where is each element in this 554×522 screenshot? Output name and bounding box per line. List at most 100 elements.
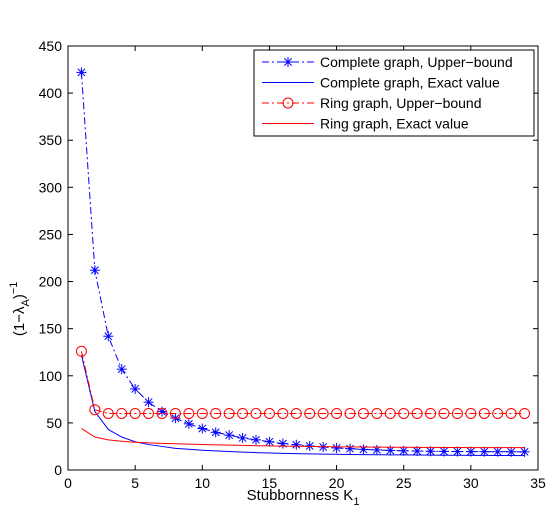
series-2-point: [411, 407, 423, 419]
asterisk-stroke: [386, 446, 395, 455]
series-2-point: [465, 407, 477, 419]
axes-layer: 0 5 10 15 20 25 30 3505010015020025030035040045…: [39, 38, 546, 491]
series-0-point: [224, 430, 235, 441]
x-axis-label-subscript: 1: [353, 496, 359, 508]
x-tick-label: 5: [131, 475, 139, 491]
series-2-point: [290, 407, 302, 419]
asterisk-stroke: [413, 447, 422, 456]
asterisk-stroke: [507, 447, 516, 456]
y-axis-label-close: ): [11, 294, 28, 299]
asterisk-stroke: [225, 431, 234, 440]
legend-entry-1: Complete graph, Exact value: [320, 75, 500, 91]
series-2-point: [156, 407, 168, 419]
legend-marker-2: [282, 97, 294, 109]
asterisk-stroke: [466, 447, 475, 456]
y-axis-label-main: (1−λ: [11, 306, 28, 336]
asterisk-stroke: [198, 424, 207, 433]
asterisk-stroke: [184, 419, 193, 428]
plot-frame: [67, 45, 539, 471]
series-0-point: [506, 446, 517, 457]
asterisk-stroke: [426, 447, 435, 456]
series-2-point: [492, 407, 504, 419]
series-2-point: [398, 407, 410, 419]
series-2-point: [75, 345, 87, 357]
series-2-point: [237, 407, 249, 419]
series-line-0: [80, 72, 525, 453]
x-tick-label: 35: [530, 475, 546, 491]
asterisk-stroke: [493, 447, 502, 456]
series-2-point: [169, 407, 181, 419]
asterisk-stroke: [238, 434, 247, 442]
series-2-point: [116, 407, 128, 419]
series-2-point: [89, 404, 101, 416]
asterisk-stroke: [332, 443, 341, 452]
asterisk-stroke: [131, 385, 140, 393]
asterisk-stroke: [440, 447, 448, 456]
series-line-2: [80, 351, 525, 414]
asterisk-stroke: [399, 446, 408, 455]
series-0-point: [277, 438, 288, 449]
legend: Complete graph, Upper−bound Complete grap…: [253, 49, 535, 137]
legend-entry-2: Ring graph, Upper−bound: [320, 95, 482, 111]
y-axis-label-superscript: −1: [8, 282, 20, 295]
series-0-point: [130, 383, 141, 394]
series-layer: [75, 67, 531, 457]
y-tick-label: 350: [39, 132, 63, 148]
asterisk-stroke: [117, 365, 126, 374]
series-2-point: [357, 407, 369, 419]
series-0-point: [425, 446, 436, 457]
series-0-point: [371, 444, 382, 455]
asterisk-stroke: [284, 58, 292, 66]
asterisk-stroke: [144, 398, 153, 407]
x-tick-label: 25: [396, 475, 412, 491]
series-2-point: [505, 407, 517, 419]
series-0-point: [264, 436, 275, 447]
series-0-point: [439, 446, 449, 457]
series-2-point: [102, 407, 114, 419]
series-0-point: [452, 446, 463, 457]
series-2-point: [129, 407, 141, 419]
series-0-point: [479, 446, 490, 457]
series-2-point: [438, 407, 450, 419]
series-0-point: [210, 427, 221, 438]
legend-entry-0: Complete graph, Upper−bound: [320, 54, 513, 70]
series-2-point: [143, 407, 155, 419]
asterisk-stroke: [252, 435, 260, 444]
x-tick-label: 20: [329, 475, 345, 491]
series-0-point: [251, 434, 261, 445]
series-0-point: [116, 364, 127, 375]
y-tick-label: 0: [54, 462, 62, 478]
series-2-point: [371, 407, 383, 419]
x-tick-label: 15: [262, 475, 278, 491]
series-2-point: [425, 407, 437, 419]
legend-box: [253, 49, 535, 137]
x-axis-label-main: Stubbornness K: [247, 487, 354, 504]
y-tick-label: 400: [39, 85, 63, 101]
series-2-point: [223, 407, 235, 419]
legend-marker-0: [283, 57, 293, 67]
series-line-3: [81, 428, 525, 449]
series-0-point: [358, 444, 369, 455]
series-0-point: [492, 446, 503, 457]
series-2-point: [478, 407, 490, 419]
series-0-point: [345, 443, 355, 454]
series-0-point: [183, 418, 194, 429]
series-0-point: [197, 423, 208, 434]
y-tick-label: 250: [39, 226, 63, 242]
series-2-point: [317, 407, 329, 419]
series-2-point: [263, 407, 275, 419]
series-0-point: [331, 442, 342, 453]
y-tick-label: 50: [46, 415, 62, 431]
series-2-point: [344, 407, 356, 419]
asterisk-stroke: [211, 428, 220, 437]
y-tick-label: 450: [39, 38, 63, 54]
series-line-1: [80, 354, 525, 457]
series-2-point: [277, 407, 289, 419]
series-2-point: [250, 407, 262, 419]
series-2-point: [210, 407, 222, 419]
asterisk-stroke: [265, 437, 274, 446]
series-2-point: [519, 407, 531, 419]
series-2-point: [304, 407, 316, 419]
asterisk-stroke: [90, 266, 99, 275]
x-tick-label: 30: [463, 475, 479, 491]
